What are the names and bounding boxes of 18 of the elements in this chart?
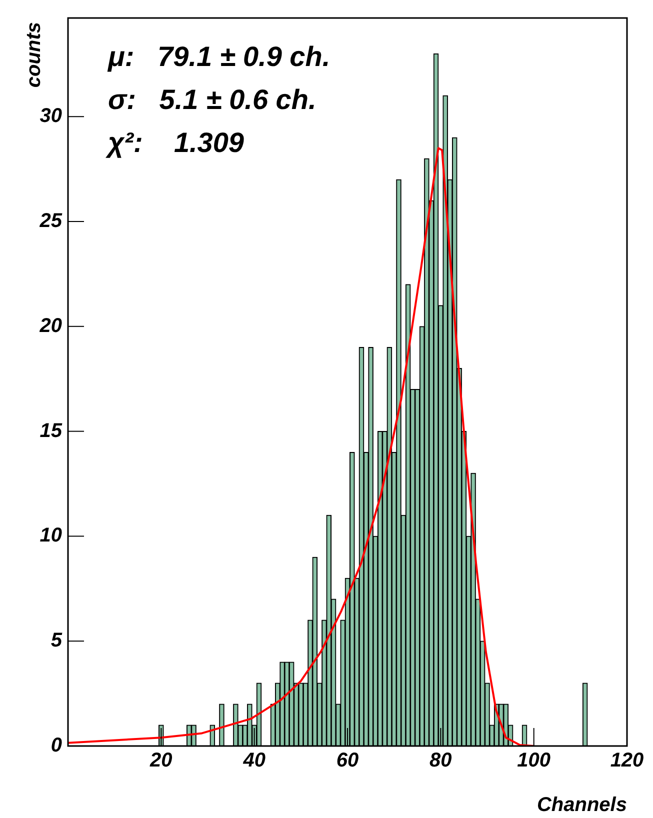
y-tick-label: 20 bbox=[38, 314, 62, 337]
annotation: σ: 5.1 ± 0.6 ch. bbox=[108, 84, 316, 115]
x-tick-label: 60 bbox=[336, 750, 359, 772]
annotation: μ: 79.1 ± 0.9 ch. bbox=[107, 41, 330, 72]
x-tick-label: 80 bbox=[430, 750, 452, 772]
y-tick-label: 5 bbox=[50, 630, 63, 652]
x-axis-title: Channels bbox=[536, 794, 627, 816]
annotation: χ²: 1.309 bbox=[105, 127, 244, 158]
x-tick-label: 120 bbox=[610, 750, 644, 772]
x-tick-label: 20 bbox=[149, 750, 172, 772]
x-tick-label: 100 bbox=[517, 750, 551, 772]
y-tick-label: 0 bbox=[50, 734, 62, 757]
y-tick-label: 30 bbox=[40, 105, 62, 128]
y-tick-label: 15 bbox=[40, 420, 63, 442]
y-tick-label: 25 bbox=[38, 210, 63, 232]
y-tick-label: 10 bbox=[40, 524, 62, 547]
y-axis-title: counts bbox=[23, 22, 45, 88]
x-tick-label: 40 bbox=[242, 750, 266, 772]
